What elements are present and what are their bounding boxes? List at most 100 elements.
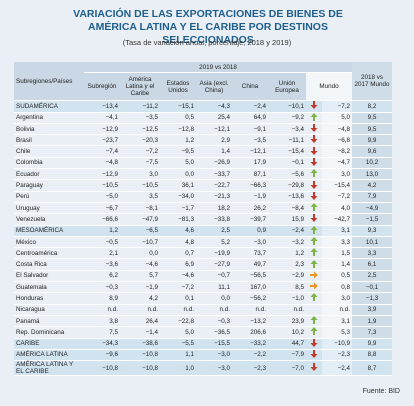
cell-value: 6,1	[352, 258, 392, 271]
cell-value: −0,7	[196, 270, 232, 283]
table-row: Perú −5,0 3,5 −34,0 −21,3 −1,9 −13,6 −7,2 7,9	[14, 191, 392, 203]
cell-value: −2,3	[322, 349, 352, 362]
cell-value: 10,1	[352, 236, 392, 249]
cell-value: 7,9	[352, 191, 392, 203]
cell-value: −19,9	[196, 247, 232, 260]
cell-value: 1,5	[322, 247, 352, 260]
cell-value: −7,2	[160, 281, 196, 294]
cell-value: −27,9	[196, 258, 232, 271]
trend-arrow	[310, 112, 318, 121]
trend-arrow	[310, 157, 318, 166]
trend-arrow	[310, 259, 318, 268]
cell-value: −21,3	[196, 191, 232, 203]
cell-value: −4,9	[352, 202, 392, 215]
row-label: Uruguay	[14, 202, 84, 215]
cell-value: −8,2	[322, 145, 352, 158]
cell-value: −3,5	[232, 134, 268, 147]
cell-value: 17,9	[232, 157, 268, 170]
column-header: Estados Unidos	[160, 72, 196, 102]
table-row: Honduras 8,9 4,2 0,1 0,0 −56,2 −1,0 3,0 −1,3	[14, 292, 392, 305]
cell-value: 1,9	[352, 315, 392, 328]
row-label: El Salvador	[14, 270, 84, 283]
cell-value: 8,8	[352, 349, 392, 362]
cell-value: 0,5	[160, 112, 196, 124]
cell-value: 9,6	[352, 145, 392, 158]
row-label: SUDAMÉRICA	[14, 100, 84, 113]
cell-value: 49,7	[232, 258, 268, 271]
cell-value: −2,9	[268, 270, 306, 283]
cell-value: −10,8	[120, 349, 160, 362]
cell-value: −13,6	[268, 191, 306, 203]
column-header: 2018 vs 2017 Mundo	[352, 62, 392, 102]
arrow-cell	[306, 326, 322, 339]
trend-arrow	[310, 169, 318, 178]
cell-value: −10,5	[120, 179, 160, 192]
cell-value: −15,1	[160, 100, 196, 113]
cell-value: −34,0	[160, 191, 196, 203]
cell-value: 9,5	[352, 112, 392, 124]
cell-value: 1,2	[160, 134, 196, 147]
cell-value: 13,0	[352, 168, 392, 181]
arrow-cell	[306, 338, 322, 350]
arrow-cell	[306, 360, 322, 377]
cell-value: −0,1	[268, 157, 306, 170]
cell-value: 11,1	[196, 281, 232, 294]
cell-value: 10,2	[268, 326, 306, 339]
row-label: MESOAMÉRICA	[14, 225, 84, 237]
table-row: México −0,5 −10,7 4,8 5,2 −3,0 −3,2 3,3 10,1	[14, 236, 392, 249]
cell-value: −26,9	[196, 157, 232, 170]
row-label: Colombia	[14, 157, 84, 170]
cell-value: 7,3	[352, 326, 392, 339]
cell-value: −10,8	[84, 360, 120, 377]
trend-arrow	[310, 203, 318, 212]
cell-value: −5,5	[160, 338, 196, 350]
cell-value: −6,5	[120, 225, 160, 237]
cell-value: 3,8	[84, 315, 120, 328]
cell-value: 25,4	[196, 112, 232, 124]
table-row: Panamá 3,8 26,4 −22,8 −0,3 −13,2 23,9 3,1 1,9	[14, 315, 392, 328]
cell-value: 5,0	[160, 326, 196, 339]
cell-value: −1,9	[120, 281, 160, 294]
group-header: 2019 vs 2018	[84, 62, 352, 74]
cell-value: −4,6	[160, 270, 196, 283]
arrow-cell	[306, 191, 322, 203]
cell-value: −12,8	[160, 123, 196, 136]
column-header: América Latina y el Caribe	[120, 72, 160, 102]
cell-value: 3,1	[322, 225, 352, 237]
cell-value: −38,6	[120, 338, 160, 350]
table-row: Guatemala −0,3 −1,9 −7,2 11,1 167,0 8,5 0,8 −0,1	[14, 281, 392, 294]
cell-value: 5,3	[322, 326, 352, 339]
cell-value: −2,4	[232, 100, 268, 113]
cell-value: −1,4	[120, 326, 160, 339]
row-label: AMÉRICA LATINA	[14, 349, 84, 362]
cell-value: 0,0	[160, 168, 196, 181]
cell-value: −66,3	[232, 179, 268, 192]
cell-value: −56,2	[232, 292, 268, 305]
arrow-cell	[306, 157, 322, 170]
cell-value: −7,9	[268, 349, 306, 362]
cell-value: −81,3	[160, 213, 196, 226]
cell-value: 3,1	[322, 315, 352, 328]
cell-value: −1,3	[352, 292, 392, 305]
cell-value: 64,9	[232, 112, 268, 124]
cell-value: −8,1	[120, 202, 160, 215]
table-row: Chile −7,4 −7,2 −9,5 1,4 −12,1 −15,4 −8,2 9,6	[14, 145, 392, 158]
cell-value: −20,3	[120, 134, 160, 147]
cell-value: 18,2	[196, 202, 232, 215]
cell-value: 2,5	[352, 270, 392, 283]
cell-value: −1,9	[232, 191, 268, 203]
cell-value: 1,0	[160, 360, 196, 377]
arrow-cell	[306, 281, 322, 294]
arrow-cell	[306, 292, 322, 305]
cell-value: 36,1	[160, 179, 196, 192]
cell-value: −2,3	[232, 360, 268, 377]
cell-value: −11,2	[120, 100, 160, 113]
cell-value: −22,7	[196, 179, 232, 192]
cell-value: −0,1	[352, 281, 392, 294]
cell-value: 26,4	[120, 315, 160, 328]
cell-value: n.d.	[268, 304, 306, 316]
cell-value: 15,9	[268, 213, 306, 226]
table-row: Venezuela −66,6 −47,9 −81,3 −33,8 −39,7 15,9 −4…	[14, 213, 392, 226]
arrow-cell	[306, 112, 322, 124]
